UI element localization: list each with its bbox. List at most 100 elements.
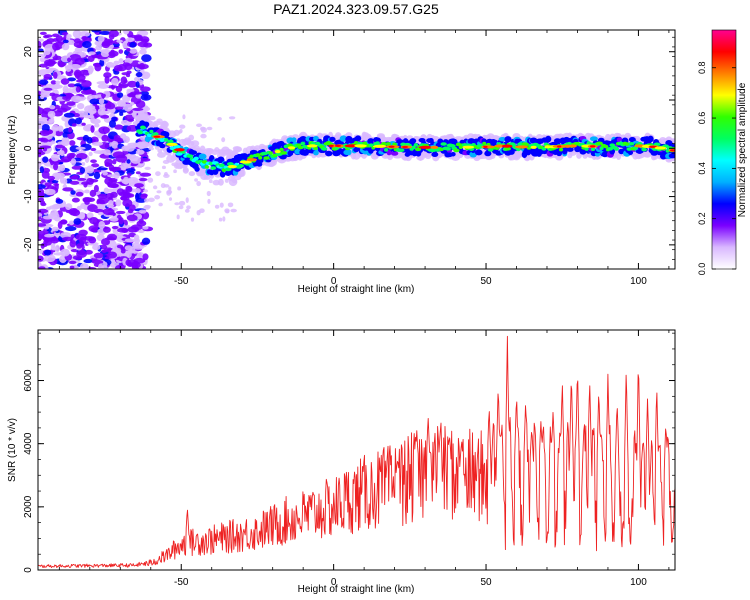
spectrogram-cell [38, 54, 47, 58]
spectrogram-cell [91, 163, 100, 168]
spectrogram-cell [498, 136, 507, 142]
spectrogram-cell [193, 156, 199, 161]
spectrogram-cell [77, 103, 85, 110]
spectrogram-cell [385, 142, 391, 146]
spectrogram-cell [156, 151, 166, 158]
spectrogram-cell [113, 171, 120, 179]
spectrogram-cell [69, 53, 81, 62]
spectrogram-cell [60, 78, 70, 85]
spectrogram-cell [129, 48, 138, 54]
spectrogram-cell [51, 180, 59, 184]
spectrogram-cell [346, 149, 352, 156]
spectrogram-cell [65, 203, 73, 211]
spectrogram-cell [152, 185, 158, 190]
spectrogram-cell [73, 218, 82, 225]
spectrogram-cell [38, 184, 46, 190]
spectrogram-cell [135, 100, 146, 109]
spectrogram-cell [38, 107, 45, 115]
spectrogram-cell [90, 118, 101, 125]
spectrogram-cell [55, 80, 61, 85]
spectrogram-cell [93, 171, 101, 180]
spectrogram-cell [93, 184, 99, 193]
spectrogram-cell [190, 217, 195, 222]
spectrogram-cell [94, 63, 102, 72]
spectrogram-cell [126, 250, 132, 259]
spectrogram-y-tick-label: 0 [23, 145, 34, 151]
spectrogram-cell [339, 135, 348, 142]
spectrogram-cell [166, 189, 173, 195]
spectrogram-cell [300, 141, 306, 146]
spectrogram-cell [590, 147, 596, 152]
spectrogram-cell [590, 145, 596, 148]
spectrogram-cell [96, 167, 108, 171]
spectrogram-cell [107, 251, 118, 259]
spectrogram-cell [204, 165, 210, 169]
spectrogram-cell [135, 71, 143, 78]
spectrogram-cell [321, 147, 328, 151]
spectrogram-cell [418, 145, 433, 149]
spectrogram-cell [144, 166, 151, 171]
spectrogram-cell [536, 134, 543, 140]
spectrogram-y-tick-label: 10 [23, 94, 34, 106]
spectrogram-cell [185, 197, 189, 203]
spectrogram-cell [504, 136, 512, 143]
spectrogram-cell [88, 151, 93, 157]
snr-y-tick-label: 6000 [23, 369, 34, 392]
spectrogram-cell [225, 209, 230, 214]
spectrogram-cell [127, 118, 135, 122]
spectrogram-cell [76, 205, 82, 211]
spectrogram-cell [69, 239, 77, 248]
spectrogram-cell [44, 254, 56, 263]
spectrogram-cell [108, 50, 119, 57]
spectrogram-cell [123, 103, 133, 112]
spectrogram-cell [160, 183, 166, 189]
spectrogram-cell [57, 61, 66, 68]
spectrogram-cell [120, 249, 126, 254]
spectrogram-cell [141, 237, 151, 245]
spectrogram-cell [224, 178, 229, 183]
spectrogram-cell [70, 158, 77, 166]
spectrogram-cell [75, 146, 86, 150]
spectrogram-cell [160, 121, 169, 129]
spectrogram-cell [589, 136, 598, 142]
spectrogram-cell [287, 150, 294, 156]
spectrogram-cell [89, 189, 97, 197]
spectrogram-cell [481, 145, 495, 149]
spectrogram-cell [149, 129, 154, 134]
spectrogram-cell [53, 183, 60, 187]
spectrogram-cell [114, 265, 123, 269]
spectrogram-cell [50, 154, 60, 162]
spectrogram-cell [89, 98, 100, 105]
spectrogram-cell [462, 145, 475, 149]
spectrogram-cell [196, 123, 202, 128]
spectrogram-cell [38, 223, 47, 227]
spectrogram-cell [116, 39, 123, 43]
spectrogram-cell [53, 163, 59, 171]
spectrogram-cell [97, 35, 105, 43]
spectrogram-cell [70, 95, 82, 103]
colorbar-frame [711, 29, 737, 270]
spectrogram-cell [628, 142, 635, 146]
spectrogram-cell [199, 145, 206, 153]
spectrogram-cell [168, 197, 173, 201]
spectrogram-cell [75, 191, 84, 197]
spectrogram-cell [96, 197, 109, 205]
spectrogram-cell [62, 172, 72, 176]
spectrogram-cell [515, 147, 521, 152]
spectrogram-cell [329, 136, 336, 142]
spectrogram-cell [388, 145, 395, 148]
spectrogram-cell [142, 106, 151, 112]
spectrogram-cell [126, 88, 135, 93]
spectrogram-cell [179, 124, 186, 129]
spectrogram-cell [50, 209, 59, 217]
spectrogram-cell [545, 135, 552, 143]
spectrogram-cell [194, 178, 198, 182]
spectrogram-frame [37, 29, 676, 270]
spectrogram-cell [142, 253, 149, 261]
spectrogram-cell [122, 193, 135, 198]
spectrogram-cell [85, 89, 95, 95]
spectrogram-cell [140, 71, 151, 80]
spectrogram-cell [76, 44, 83, 48]
spectrogram-cell [210, 166, 217, 170]
figure-title: PAZ1.2024.323.09.57.G25 [273, 1, 439, 17]
